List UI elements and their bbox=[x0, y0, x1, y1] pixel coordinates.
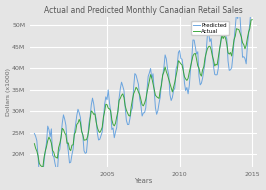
Predicted bbox=[94, 117, 98, 120]
Legend: Predicted, Actual: Predicted, Actual bbox=[192, 21, 229, 36]
Actual bbox=[251, 19, 254, 21]
Actual bbox=[214, 63, 218, 65]
Predicted bbox=[39, 180, 42, 182]
Predicted bbox=[251, 2, 254, 5]
Line: Actual: Actual bbox=[34, 20, 252, 167]
Actual bbox=[52, 151, 55, 154]
Y-axis label: Dollars (x1000): Dollars (x1000) bbox=[6, 68, 11, 116]
Predicted bbox=[33, 132, 36, 135]
Predicted bbox=[67, 150, 70, 152]
Actual bbox=[94, 121, 98, 123]
Predicted bbox=[139, 104, 143, 107]
Actual bbox=[138, 93, 141, 96]
Predicted bbox=[52, 155, 55, 158]
Actual bbox=[67, 142, 70, 144]
Title: Actual and Predicted Monthly Canadian Retail Sales: Actual and Predicted Monthly Canadian Re… bbox=[44, 6, 243, 15]
Predicted bbox=[138, 98, 141, 100]
Actual bbox=[41, 166, 44, 168]
Predicted bbox=[214, 74, 218, 76]
Actual bbox=[33, 142, 36, 145]
Line: Predicted: Predicted bbox=[34, 3, 252, 181]
X-axis label: Years: Years bbox=[134, 178, 152, 184]
Actual bbox=[139, 98, 143, 101]
